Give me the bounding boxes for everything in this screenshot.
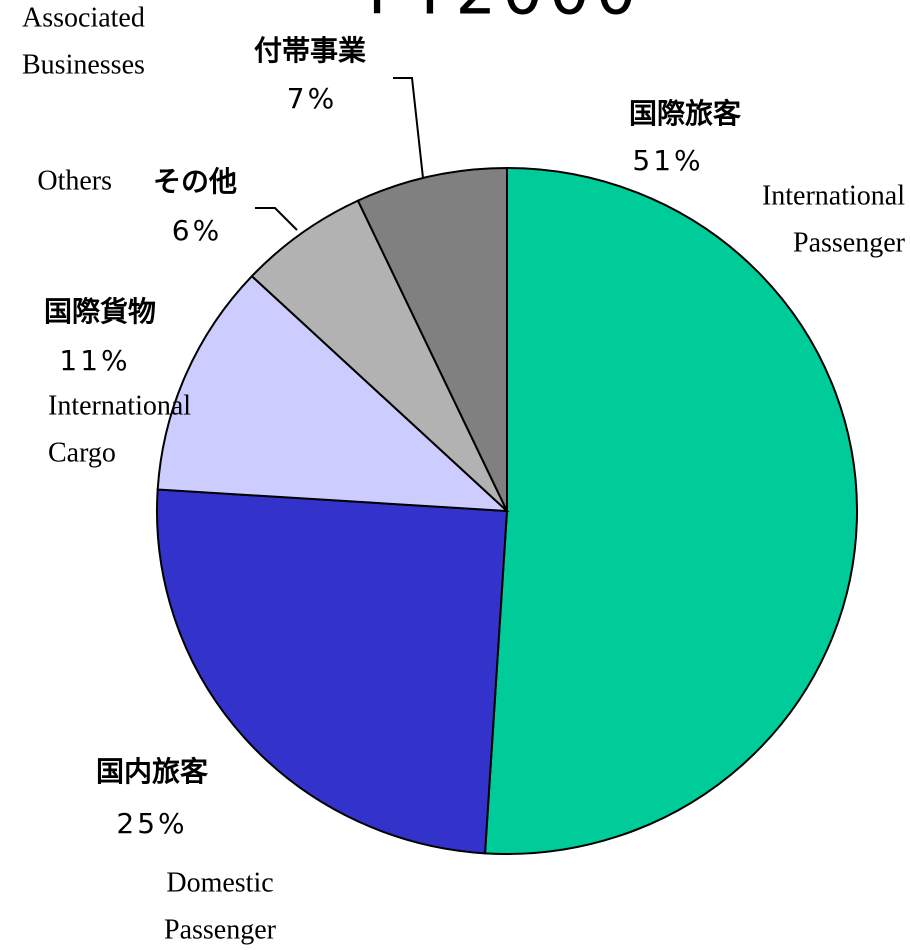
pie-slice <box>156 488 509 855</box>
english-label: Cargo <box>48 437 116 468</box>
pie-slice <box>156 274 510 513</box>
value-label: 51% <box>632 144 703 177</box>
category-label: 国内旅客 <box>96 755 209 788</box>
category-label: 国際旅客 <box>629 97 742 130</box>
english-label: Associated <box>22 2 145 33</box>
value-label: 25% <box>116 807 187 840</box>
category-label: 付帯事業 <box>254 34 366 67</box>
pie-slice <box>483 166 858 855</box>
english-label: Others <box>37 165 112 196</box>
pie-slice <box>250 199 508 512</box>
leader-line <box>255 207 298 231</box>
english-label: International <box>48 390 191 421</box>
english-label: Passenger <box>793 227 906 258</box>
category-label: 国際貨物 <box>44 295 156 328</box>
category-label: その他 <box>153 165 237 198</box>
value-label: 7% <box>287 82 337 115</box>
leader-line <box>393 77 424 179</box>
english-label: Domestic <box>166 867 273 898</box>
value-label: 6% <box>172 214 222 247</box>
value-label: 11% <box>59 344 130 377</box>
english-label: Businesses <box>22 49 145 80</box>
chart-title: FY2000 <box>368 0 643 30</box>
english-label: International <box>762 180 905 211</box>
pie-slice <box>356 166 508 512</box>
english-label: Passenger <box>164 914 277 945</box>
